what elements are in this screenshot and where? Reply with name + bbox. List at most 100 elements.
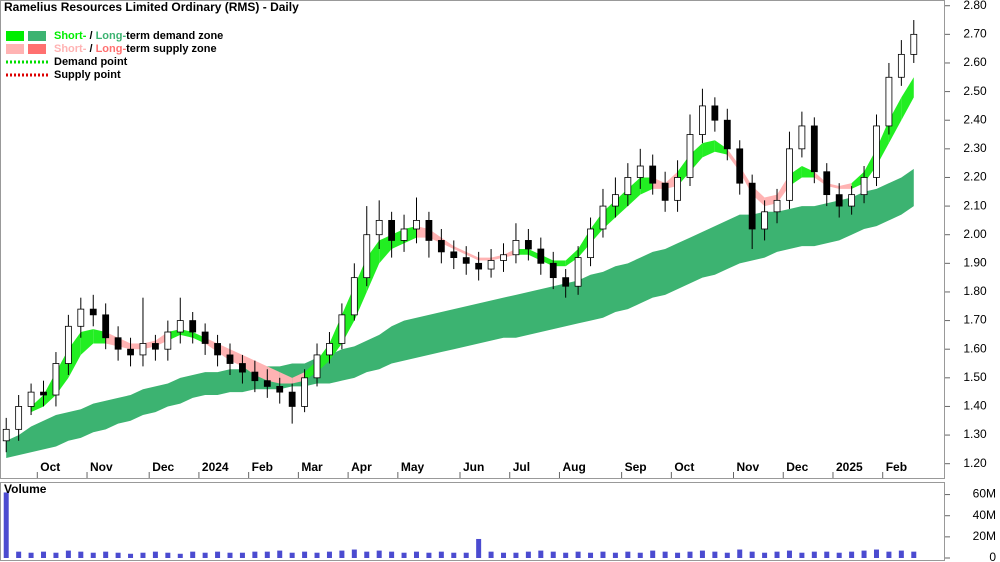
candle-body [649, 165, 657, 184]
candle-body [425, 219, 433, 241]
volume-bar [314, 552, 320, 558]
long-term-zone [6, 168, 914, 458]
candle-body [475, 262, 483, 270]
volume-bar [662, 551, 668, 558]
candle-body [363, 234, 371, 279]
x-tick-label: Dec [152, 460, 174, 474]
candle-body [537, 248, 545, 264]
short-term-zone [627, 177, 641, 207]
volume-bar [600, 551, 606, 558]
volume-bar [476, 538, 482, 558]
short-term-zone [702, 140, 715, 158]
volume-bar [339, 550, 345, 558]
y-tick-label: 2.10 [963, 198, 987, 212]
volume-bar [202, 552, 208, 558]
candle-body [562, 277, 570, 287]
volume-bar [625, 551, 631, 558]
candle-body [40, 391, 47, 396]
volume-title: Volume [4, 482, 47, 496]
candle-body [400, 228, 408, 241]
legend-text: Supply point [54, 69, 121, 81]
y-tick-label: 40M [973, 508, 996, 522]
legend-text: term demand zone [126, 30, 223, 42]
candle-body [736, 148, 744, 184]
candle-body [835, 194, 843, 207]
volume-bar [53, 552, 59, 558]
candle-body [413, 219, 420, 230]
candle-body [276, 386, 284, 393]
candle-body [699, 105, 706, 135]
volume-bar [326, 551, 332, 558]
volume-bar [811, 551, 817, 558]
candle-body [388, 219, 396, 241]
candle-body [89, 308, 97, 316]
candle-body [661, 182, 669, 201]
candle-body [823, 171, 831, 196]
volume-bar [675, 552, 681, 558]
candle-body [301, 377, 308, 407]
legend-text: Long- [96, 30, 127, 42]
legend-swatch [6, 31, 24, 41]
candle-body [761, 211, 768, 230]
candle-body [723, 119, 731, 150]
candle-body [574, 257, 582, 287]
volume-bar [849, 551, 855, 558]
candle-body [624, 177, 632, 196]
y-tick-label: 2.20 [963, 170, 987, 184]
candle-body [786, 148, 793, 201]
candle-body [288, 391, 296, 407]
candle-body [102, 314, 110, 339]
candle-body [599, 205, 607, 230]
x-tick-label: Sep [625, 460, 647, 474]
short-term-zone [901, 77, 914, 121]
candle-body [77, 308, 85, 327]
candle-body [512, 240, 520, 256]
volume-bar [115, 552, 121, 558]
candle-body [848, 194, 856, 207]
y-tick-label: 60M [973, 487, 996, 501]
volume-bar [650, 550, 656, 558]
candle-body [313, 354, 321, 379]
volume-bar [190, 551, 196, 558]
volume-bar [861, 550, 867, 558]
candle-body [15, 406, 23, 430]
legend-swatch [28, 31, 46, 41]
volume-bar [177, 553, 183, 558]
candle-body [500, 254, 507, 261]
volume-bar [16, 551, 22, 558]
candle-body [587, 228, 594, 259]
candle-body [226, 354, 234, 364]
volume-bar [513, 552, 519, 558]
volume-bar [550, 551, 556, 558]
candle-body [487, 260, 495, 270]
volume-bar [501, 552, 507, 558]
short-term-zone [478, 257, 492, 261]
x-tick-label: Aug [562, 460, 585, 474]
volume-bar [575, 551, 581, 558]
volume-bar [463, 552, 469, 558]
x-tick-label: 2024 [202, 460, 229, 474]
candle-body [674, 177, 681, 201]
candle-body [810, 125, 818, 173]
candle-body [897, 53, 905, 78]
short-term-zone [453, 246, 467, 255]
candle-body [885, 76, 893, 127]
chart-title: Ramelius Resources Limited Ordinary (RMS… [4, 0, 299, 14]
x-tick-label: Feb [886, 460, 907, 474]
candle-body [462, 257, 470, 264]
short-term-zone [379, 234, 392, 264]
legend-label: Supply point [54, 69, 121, 81]
candle-body [375, 219, 383, 236]
x-tick-label: Jun [463, 460, 484, 474]
candle-body [2, 428, 10, 442]
x-tick-label: May [401, 460, 425, 474]
x-tick-label: 2025 [836, 460, 863, 474]
candle-body [214, 343, 221, 356]
x-tick-label: Nov [90, 460, 113, 474]
short-term-zone [31, 394, 44, 413]
y-tick-label: 1.40 [963, 399, 987, 413]
volume-bar [488, 551, 494, 558]
volume-bar [426, 552, 432, 558]
volume-bar [389, 551, 395, 558]
